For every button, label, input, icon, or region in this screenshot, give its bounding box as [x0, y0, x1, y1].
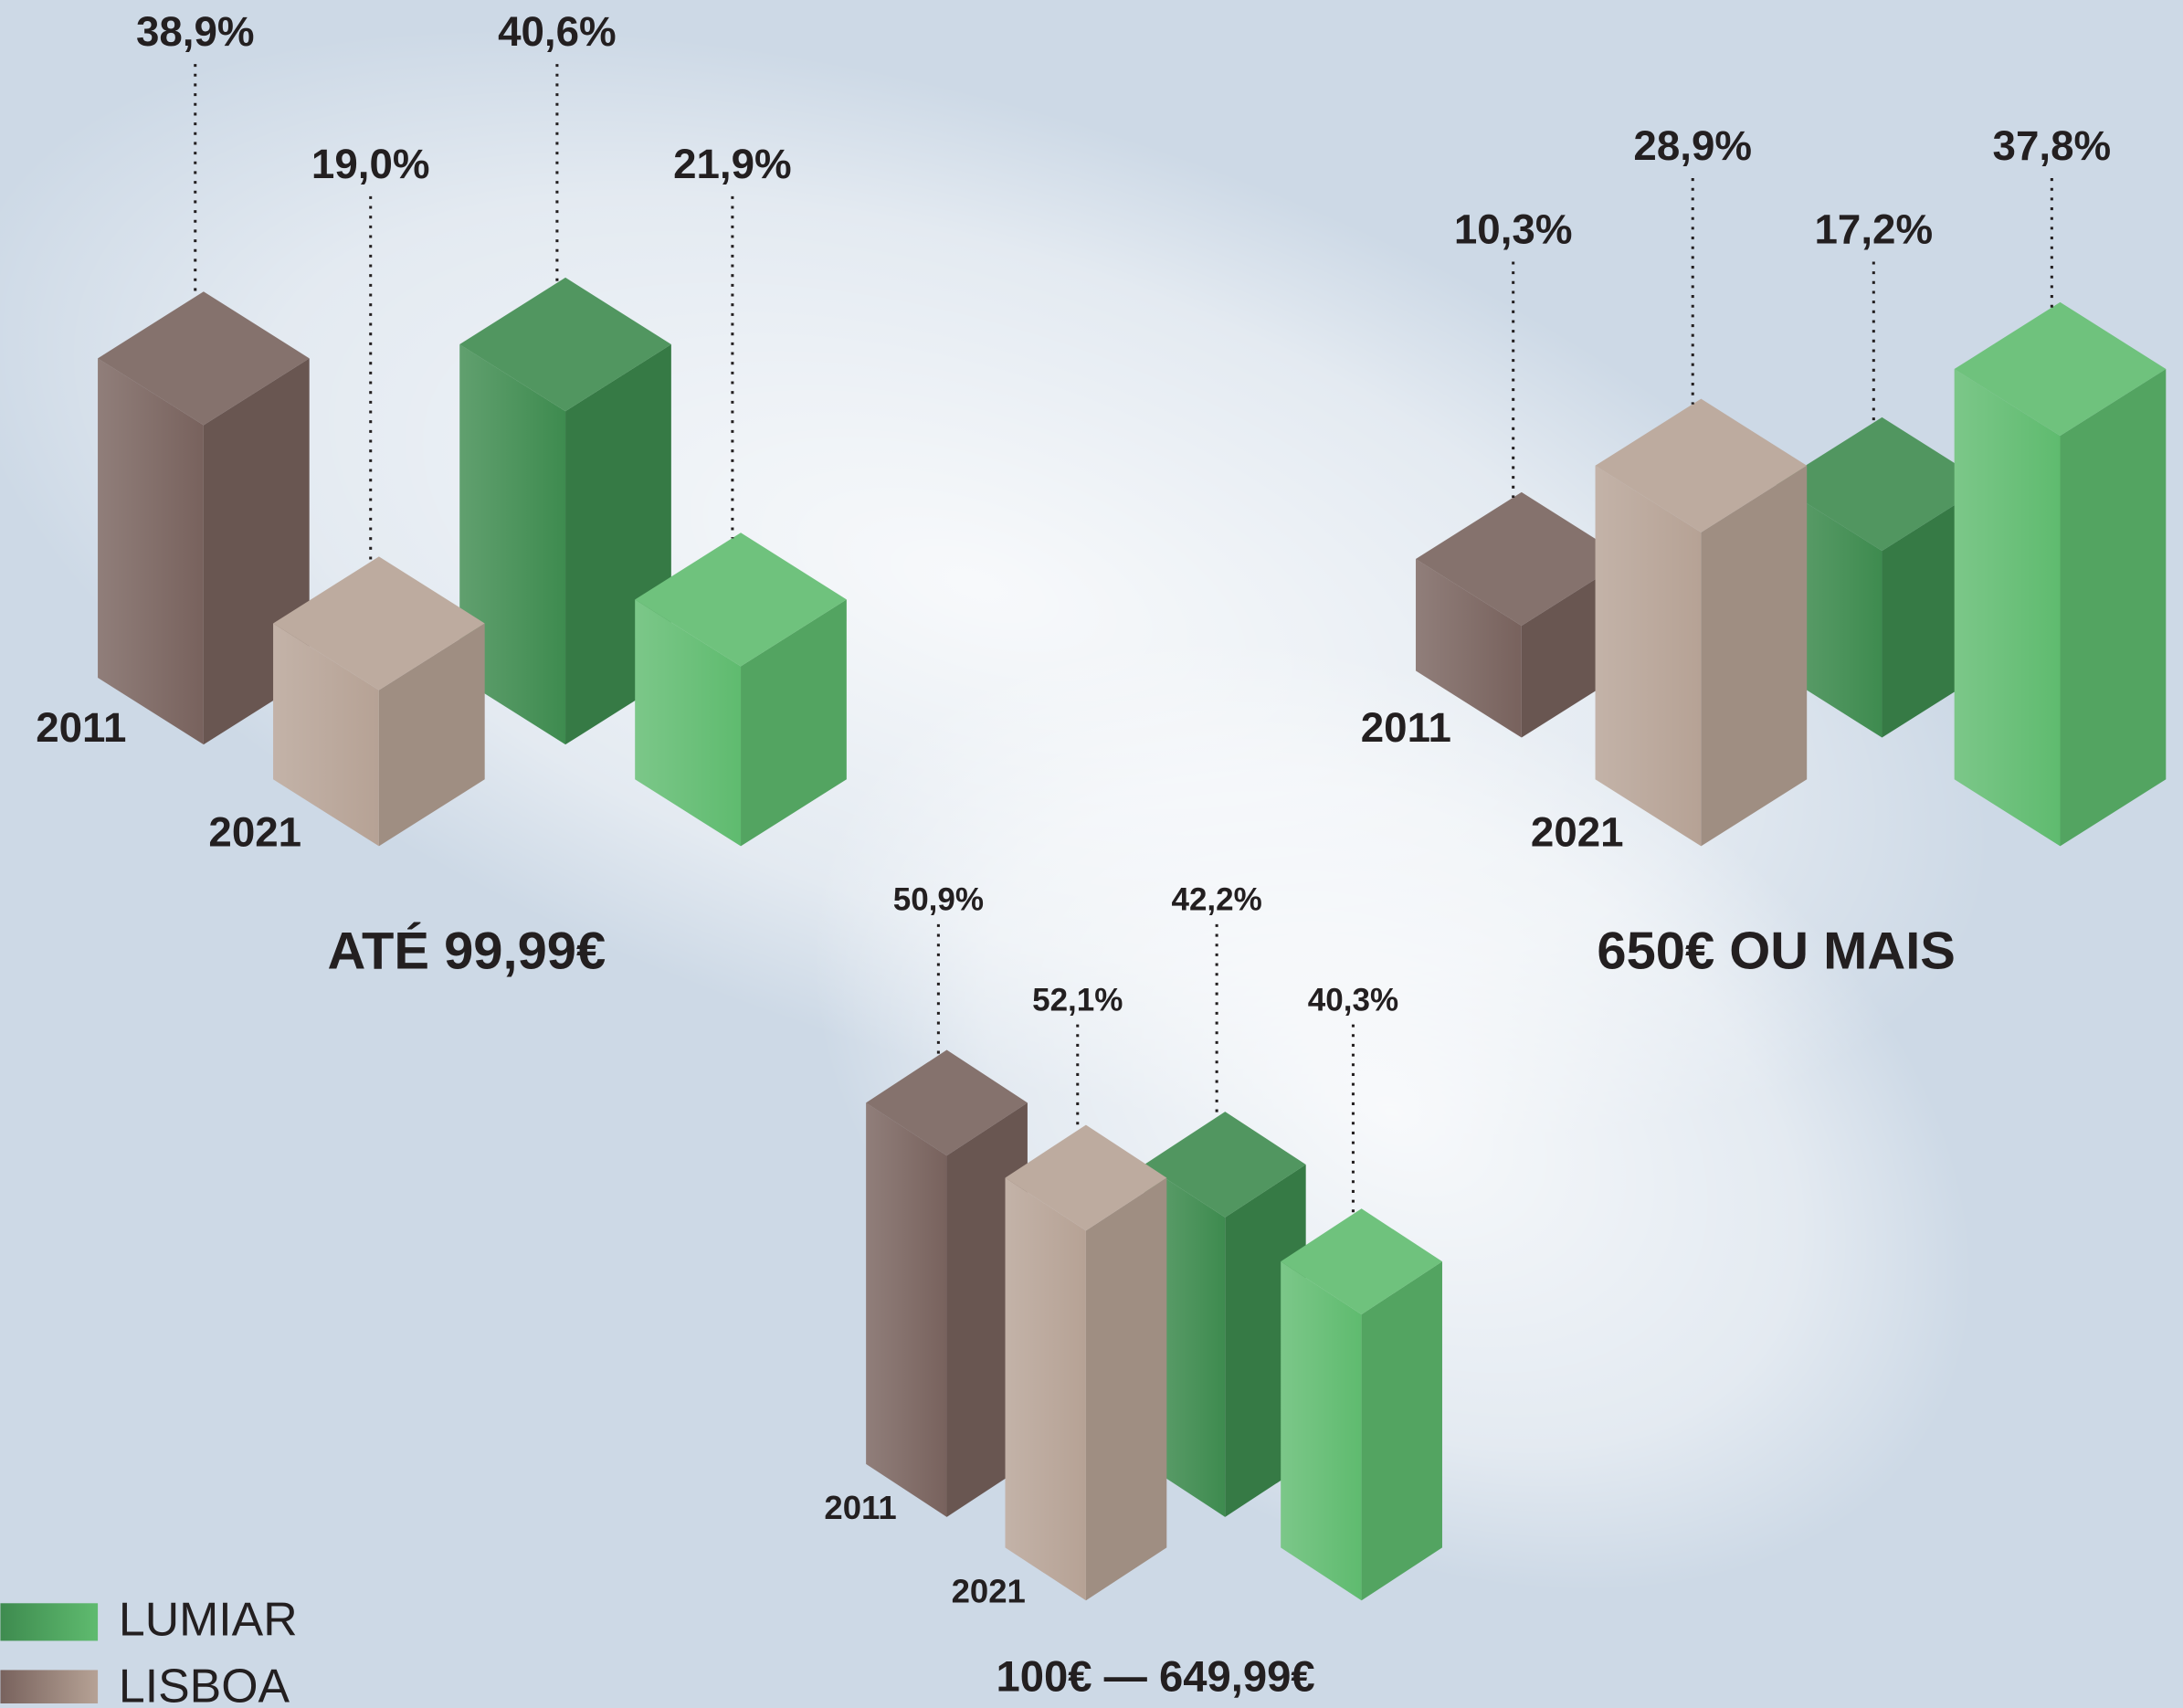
legend-swatch	[0, 1603, 98, 1640]
group-title: 100€ — 649,99€	[996, 1653, 1314, 1702]
year-label: 2011	[824, 1489, 896, 1526]
bar	[1955, 302, 2167, 847]
bar-right-shade	[1086, 1177, 1166, 1600]
value-label: 10,3%	[1454, 206, 1573, 253]
group-title: ATÉ 99,99€	[328, 923, 606, 981]
bar	[1281, 1208, 1442, 1600]
value-label: 42,2%	[1171, 882, 1261, 918]
value-label: 19,0%	[311, 141, 430, 187]
bar	[1596, 399, 1808, 847]
value-label: 37,8%	[1993, 122, 2112, 169]
bar-right-shade	[1362, 1261, 1442, 1600]
legend-label: LISBOA	[119, 1659, 290, 1703]
value-label: 21,9%	[673, 141, 792, 187]
bar	[635, 532, 847, 846]
bar	[1006, 1125, 1167, 1601]
value-label: 28,9%	[1633, 122, 1752, 169]
bar-left-shade	[1006, 1177, 1086, 1600]
value-label: 52,1%	[1032, 982, 1123, 1017]
bar	[866, 1049, 1028, 1516]
legend-label: LUMIAR	[119, 1592, 298, 1645]
year-label: 2011	[36, 704, 126, 751]
bar-left-shade	[1955, 369, 2061, 846]
value-label: 50,9%	[893, 882, 984, 918]
year-label: 2021	[1531, 808, 1624, 855]
year-label: 2021	[952, 1572, 1026, 1609]
value-label: 17,2%	[1815, 206, 1934, 253]
value-label: 40,6%	[498, 8, 617, 55]
bar-left-shade	[1281, 1261, 1361, 1600]
group-title: 650€ OU MAIS	[1597, 923, 1956, 981]
value-label: 38,9%	[136, 8, 255, 55]
bar-right-shade	[1701, 466, 1807, 847]
bar-right-shade	[2060, 369, 2166, 846]
chart: ATÉ 99,99€ 2011 2021 38,9% 40,6% 19,0% 21,9% 10…	[0, 0, 2183, 1703]
year-label: 2021	[208, 808, 301, 855]
year-label: 2011	[1361, 704, 1451, 751]
bar-left-shade	[866, 1102, 946, 1516]
bar-left-shade	[1596, 466, 1702, 847]
page: ATÉ 99,99€ 2011 2021 38,9% 40,6% 19,0% 21,9% 10…	[0, 0, 2183, 1703]
bar-left-shade	[98, 358, 204, 744]
value-label: 40,3%	[1308, 982, 1398, 1017]
legend-swatch	[0, 1670, 98, 1703]
